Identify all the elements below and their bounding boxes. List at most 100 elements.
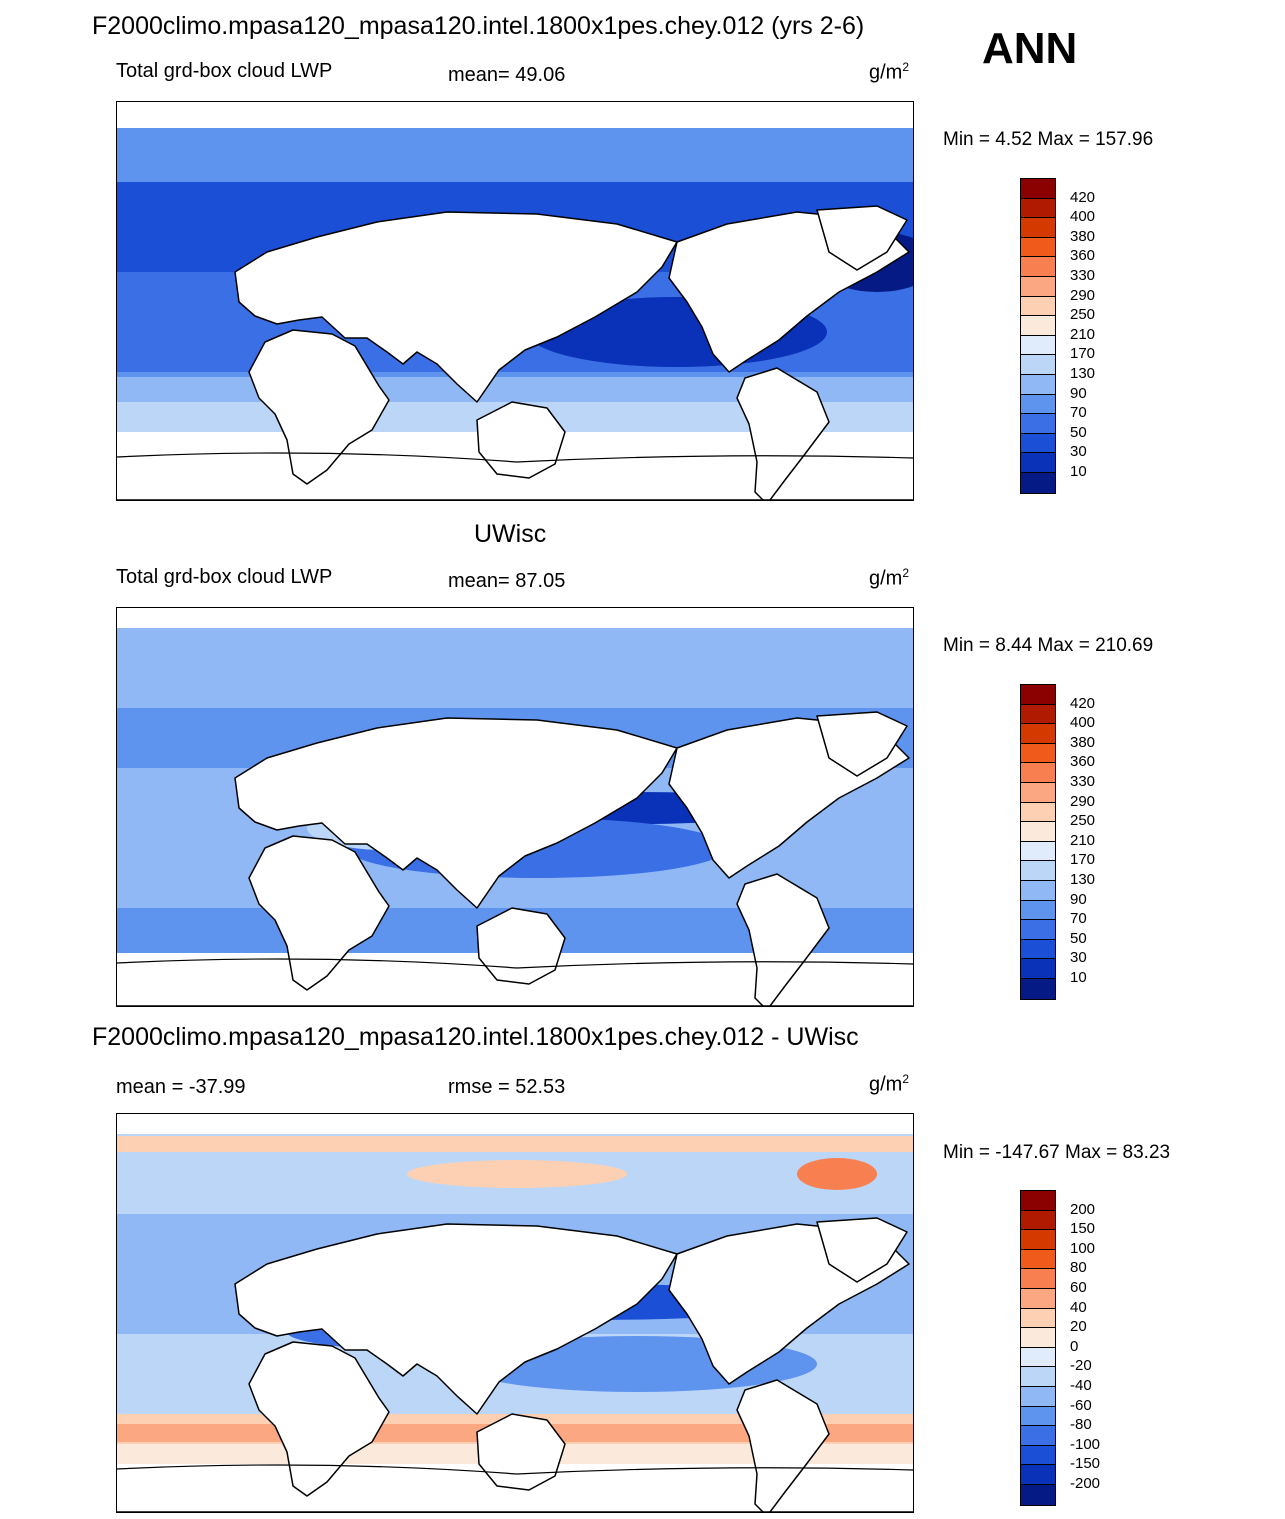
colorbar-label: 70 xyxy=(1070,910,1087,928)
antarctica-coast xyxy=(117,1464,913,1475)
panel-1-map xyxy=(116,101,914,501)
continent-africa xyxy=(248,1341,390,1497)
panel-3-title: F2000climo.mpasa120_mpasa120.intel.1800x… xyxy=(92,1023,859,1051)
colorbar-label: 60 xyxy=(1070,1279,1087,1296)
colorbar-swatch xyxy=(1020,880,1056,901)
colorbar-swatch xyxy=(1020,840,1056,862)
colorbar-label: 10 xyxy=(1070,969,1087,986)
colorbar-swatch xyxy=(1020,276,1056,297)
panel-2-units: g/m2 xyxy=(869,566,910,590)
colorbar-label: 380 xyxy=(1070,733,1096,751)
colorbar-label: -20 xyxy=(1070,1357,1092,1375)
colorbar-label: 30 xyxy=(1070,949,1087,967)
colorbar-swatch xyxy=(1020,801,1056,823)
continent-greenland xyxy=(816,1217,908,1283)
continent-southamerica xyxy=(736,873,830,1006)
colorbar-label: 380 xyxy=(1070,227,1096,245)
panel-1-minmax: Min = 4.52 Max = 157.96 xyxy=(943,129,1154,150)
colorbar-swatch xyxy=(1020,919,1056,940)
panel-2-variable-label: Total grd-box cloud LWP xyxy=(116,566,333,588)
colorbar-label: 210 xyxy=(1070,831,1096,849)
colorbar-swatch xyxy=(1020,393,1056,415)
continent-africa xyxy=(248,835,390,991)
continent-southamerica xyxy=(736,367,830,500)
panel-2-title: UWisc xyxy=(474,520,547,548)
colorbar-label: 80 xyxy=(1070,1259,1087,1277)
colorbar-swatch xyxy=(1020,374,1056,395)
colorbar-label: 250 xyxy=(1070,306,1096,324)
colorbar-label: 50 xyxy=(1070,929,1087,947)
colorbar-label: 30 xyxy=(1070,443,1087,461)
colorbar-label: 10 xyxy=(1070,463,1087,480)
colorbar-label: 50 xyxy=(1070,423,1087,441)
colorbar-label: -200 xyxy=(1070,1475,1101,1492)
continent-greenland xyxy=(816,711,908,777)
colorbar-label: 70 xyxy=(1070,404,1087,422)
colorbar-swatch xyxy=(1020,315,1056,336)
colorbar-swatch xyxy=(1020,1288,1056,1309)
colorbar-label: 330 xyxy=(1070,773,1096,790)
colorbar-label: 290 xyxy=(1070,286,1096,304)
panel-2-minmax: Min = 8.44 Max = 210.69 xyxy=(943,635,1154,656)
colorbar-swatch xyxy=(1020,1366,1056,1387)
colorbar-label: 170 xyxy=(1070,851,1096,869)
colorbar-swatch xyxy=(1020,978,1056,1000)
colorbar-swatch xyxy=(1020,236,1056,258)
season-label: ANN xyxy=(982,24,1078,73)
antarctica-coast xyxy=(117,958,913,969)
colorbar-label: 210 xyxy=(1070,325,1096,343)
colorbar-swatch xyxy=(1020,762,1056,783)
colorbar-label: -100 xyxy=(1070,1435,1101,1453)
colorbar-swatch xyxy=(1020,1425,1056,1446)
colorbar-label: -150 xyxy=(1070,1455,1101,1473)
colorbar-swatch xyxy=(1020,334,1056,356)
colorbar-swatch xyxy=(1020,1190,1056,1211)
panel-1-title: F2000climo.mpasa120_mpasa120.intel.1800x… xyxy=(92,12,865,40)
colorbar-swatch xyxy=(1020,958,1056,979)
colorbar-label: 150 xyxy=(1070,1220,1096,1238)
colorbar-label: 100 xyxy=(1070,1239,1096,1257)
colorbar-label: 400 xyxy=(1070,714,1096,732)
colorbar-label: -60 xyxy=(1070,1396,1092,1414)
panel-3-map xyxy=(116,1113,914,1513)
colorbar-swatch xyxy=(1020,452,1056,473)
continent-greenland xyxy=(816,205,908,271)
colorbar-label: 400 xyxy=(1070,208,1096,226)
continents xyxy=(117,1217,913,1512)
continents xyxy=(117,205,913,500)
colorbar-swatch xyxy=(1020,1405,1056,1427)
colorbar-swatch xyxy=(1020,899,1056,921)
colorbar-label: 330 xyxy=(1070,267,1096,284)
continents xyxy=(117,711,913,1006)
colorbar-swatch xyxy=(1020,1386,1056,1407)
colorbar-swatch xyxy=(1020,472,1056,494)
colorbar-label: 290 xyxy=(1070,792,1096,810)
colorbar-label: 20 xyxy=(1070,1318,1087,1336)
colorbar-label: 130 xyxy=(1070,871,1096,888)
panel-3-rmse-label: rmse = 52.53 xyxy=(448,1076,566,1098)
colorbar-swatch xyxy=(1020,782,1056,803)
colorbar-swatch xyxy=(1020,684,1056,705)
colorbar-swatch xyxy=(1020,1464,1056,1485)
colorbar-swatch xyxy=(1020,178,1056,199)
colorbar-swatch xyxy=(1020,197,1056,219)
colorbar-label: 90 xyxy=(1070,890,1087,908)
colorbar-swatch xyxy=(1020,1484,1056,1506)
panel-1-variable-label: Total grd-box cloud LWP xyxy=(116,60,333,82)
antarctica-coast xyxy=(117,452,913,463)
continent-eurasia xyxy=(234,717,678,909)
panel-2-mean-label: mean= 87.05 xyxy=(448,570,566,592)
colorbar-label: 200 xyxy=(1070,1200,1096,1218)
continent-southamerica xyxy=(736,1379,830,1512)
colorbar-label: 420 xyxy=(1070,694,1096,712)
colorbar-swatch xyxy=(1020,354,1056,375)
colorbar-label: 360 xyxy=(1070,247,1096,265)
colorbar-swatch xyxy=(1020,217,1056,238)
colorbar-swatch xyxy=(1020,723,1056,744)
colorbar-swatch xyxy=(1020,1229,1056,1250)
colorbar-swatch xyxy=(1020,821,1056,842)
colorbar-label: 40 xyxy=(1070,1298,1087,1316)
colorbar-swatch xyxy=(1020,295,1056,317)
continent-eurasia xyxy=(234,1223,678,1415)
colorbar-swatch xyxy=(1020,742,1056,764)
